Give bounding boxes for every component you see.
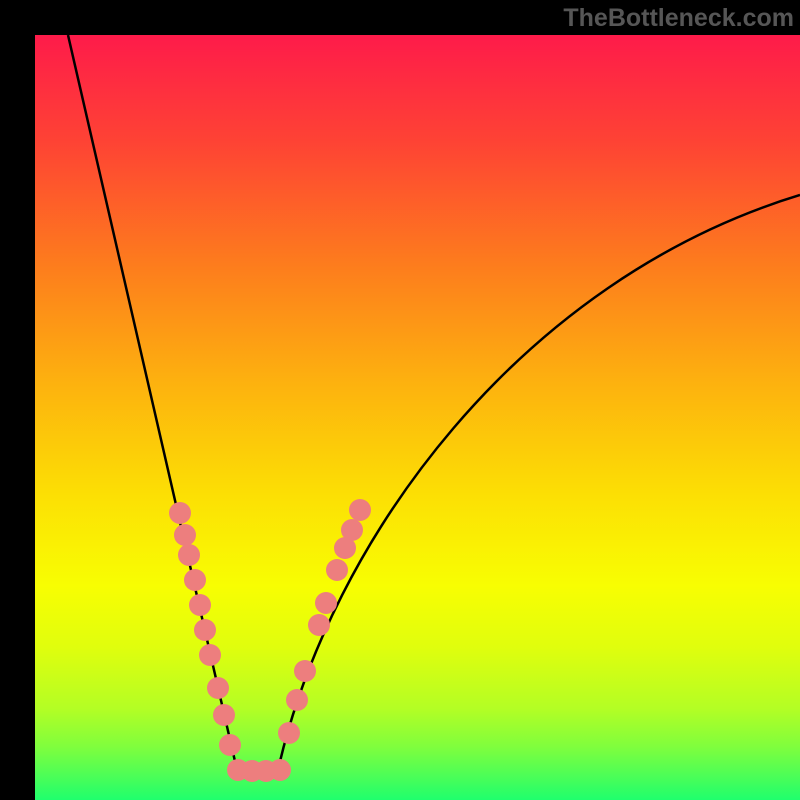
data-marker <box>308 614 330 636</box>
data-marker <box>286 689 308 711</box>
data-marker <box>269 759 291 781</box>
data-marker <box>294 660 316 682</box>
plot-background <box>35 35 800 800</box>
data-marker <box>278 722 300 744</box>
data-marker <box>341 519 363 541</box>
data-marker <box>169 502 191 524</box>
data-marker <box>213 704 235 726</box>
data-marker <box>194 619 216 641</box>
data-marker <box>349 499 371 521</box>
data-marker <box>199 644 221 666</box>
data-marker <box>315 592 337 614</box>
data-marker <box>174 524 196 546</box>
data-marker <box>184 569 206 591</box>
data-marker <box>326 559 348 581</box>
frame-left <box>0 0 35 800</box>
bottleneck-chart <box>0 0 800 800</box>
watermark-text: TheBottleneck.com <box>563 4 794 33</box>
data-marker <box>178 544 200 566</box>
data-marker <box>207 677 229 699</box>
data-marker <box>219 734 241 756</box>
data-marker <box>189 594 211 616</box>
